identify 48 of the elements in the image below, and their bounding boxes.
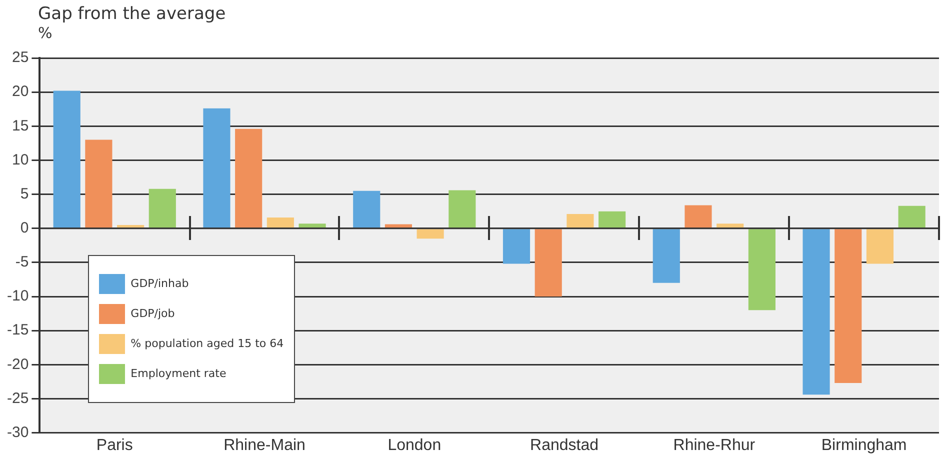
bar (652, 229, 680, 283)
bar (802, 229, 830, 395)
legend-label: GDP/job (130, 307, 175, 320)
y-tick-label: 0 (20, 220, 29, 237)
bar (53, 90, 80, 228)
y-tick-label: -30 (6, 424, 29, 441)
y-tick-label: -20 (6, 356, 29, 373)
bar (684, 205, 712, 228)
bar (353, 190, 380, 228)
bar (534, 229, 562, 297)
bar (866, 229, 894, 264)
x-tick-label: Rhine-Main (224, 436, 306, 454)
chart-title: Gap from the average (38, 4, 226, 24)
y-tick-label: -25 (6, 390, 29, 407)
y-tick-label: 15 (12, 117, 29, 134)
bar (203, 108, 230, 228)
legend-label: % population aged 15 to 64 (130, 337, 284, 350)
y-axis-title: % (38, 24, 52, 42)
y-tick-label: 20 (12, 83, 29, 100)
bar (235, 128, 262, 228)
bar (448, 190, 476, 228)
y-tick-label: 25 (12, 49, 29, 66)
bar (384, 224, 412, 228)
y-tick-label: -5 (15, 254, 29, 271)
bar (566, 214, 594, 228)
x-tick-label: London (388, 436, 442, 454)
bar (85, 140, 112, 228)
bar (148, 188, 176, 228)
bar (898, 206, 926, 228)
bar (266, 217, 294, 228)
x-tick-label: Rhine-Rhur (673, 436, 756, 454)
x-tick-label: Birmingham (821, 436, 907, 454)
legend-label: GDP/inhab (130, 277, 189, 290)
bar (117, 224, 144, 228)
legend-label: Employment rate (130, 367, 226, 380)
x-tick-label: Paris (96, 436, 133, 454)
bar (502, 229, 530, 264)
bar (834, 229, 862, 384)
bar (716, 224, 744, 228)
bar (748, 229, 776, 310)
y-tick-label: 10 (12, 151, 29, 168)
y-tick-label: -15 (6, 322, 29, 339)
bar (298, 224, 326, 228)
bar (416, 229, 444, 239)
x-tick-label: Randstad (530, 436, 599, 454)
y-tick-label: -10 (6, 288, 29, 305)
y-tick-label: 5 (20, 185, 29, 202)
bar (598, 211, 626, 228)
